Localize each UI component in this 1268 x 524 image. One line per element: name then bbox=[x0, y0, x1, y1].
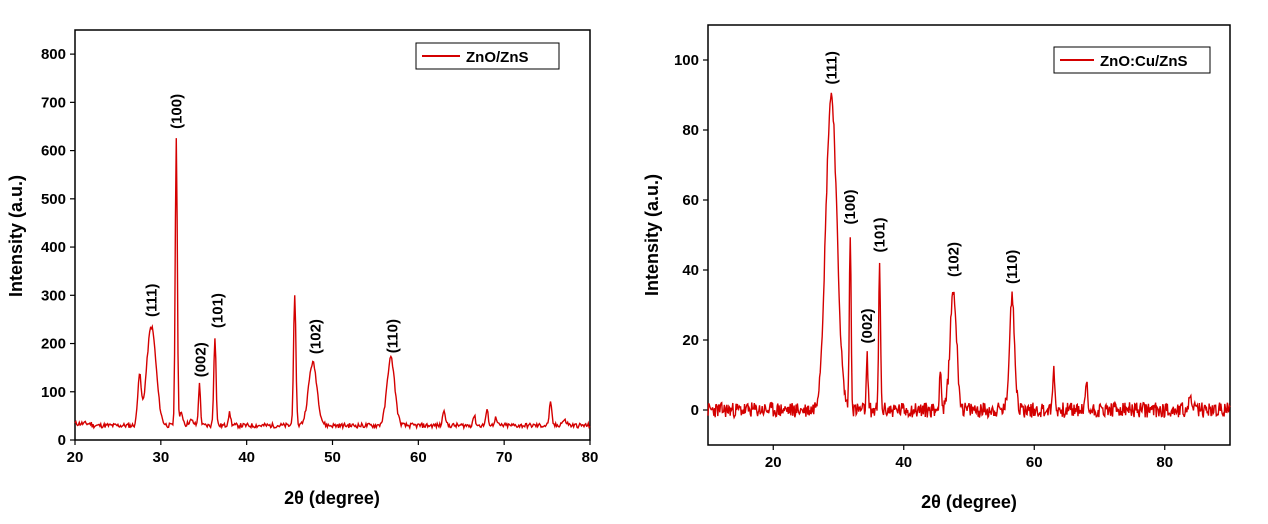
x-tick-label: 30 bbox=[152, 449, 169, 466]
y-tick-label: 600 bbox=[41, 143, 66, 160]
x-tick-label: 60 bbox=[1026, 454, 1043, 471]
legend-left: ZnO/ZnS bbox=[415, 42, 560, 70]
y-tick-label: 100 bbox=[674, 52, 699, 69]
x-tick-label: 40 bbox=[895, 454, 912, 471]
peak-label: (102) bbox=[945, 242, 962, 277]
y-tick-label: 200 bbox=[41, 336, 66, 353]
series-line-zno-cu-zns bbox=[707, 92, 1231, 420]
peak-label: (100) bbox=[842, 189, 859, 224]
y-tick-label: 0 bbox=[58, 432, 66, 449]
peak-label: (111) bbox=[823, 51, 840, 84]
x-axis-title-right: 2θ (degree) bbox=[921, 492, 1017, 512]
y-tick-label: 20 bbox=[682, 332, 699, 349]
plot-area-left bbox=[74, 29, 591, 441]
y-tick-label: 80 bbox=[682, 122, 699, 139]
peak-annotations-right: (111) (100) (002) (101) (102) (110) bbox=[823, 51, 1021, 343]
peak-label: (110) bbox=[385, 319, 402, 353]
y-tick-label: 0 bbox=[691, 402, 699, 419]
y-axis-title-right: Intensity (a.u.) bbox=[642, 174, 662, 296]
peak-annotations-left: (111) (100) (002)(101) (102) (110) bbox=[143, 94, 401, 377]
y-tick-label: 100 bbox=[41, 384, 66, 401]
y-tick-label: 500 bbox=[41, 191, 66, 208]
chart-panel-left: 20 30 40 50 60 70 800100200300400500600700800 … bbox=[6, 29, 598, 508]
peak-label: (102) bbox=[307, 319, 324, 354]
y-axis-title-left: Intensity (a.u.) bbox=[6, 175, 26, 297]
peak-label: (111) bbox=[143, 284, 160, 317]
peak-label: (101) bbox=[872, 217, 889, 252]
x-tick-label: 40 bbox=[238, 449, 255, 466]
peak-label: (101) bbox=[210, 293, 227, 328]
peak-label: (002) bbox=[192, 342, 209, 377]
y-tick-label: 700 bbox=[41, 94, 66, 111]
x-tick-label: 80 bbox=[582, 449, 599, 466]
x-tick-label: 20 bbox=[67, 449, 84, 466]
legend-label-zno-cu-zns: ZnO:Cu/ZnS bbox=[1100, 53, 1187, 70]
peak-label: (110) bbox=[1004, 250, 1021, 284]
y-tick-label: 800 bbox=[41, 46, 66, 63]
x-tick-label: 70 bbox=[496, 449, 513, 466]
x-tick-label: 80 bbox=[1156, 454, 1173, 471]
y-tick-label: 60 bbox=[682, 192, 699, 209]
peak-label: (100) bbox=[168, 94, 185, 129]
x-axis-title-left: 2θ (degree) bbox=[284, 488, 380, 508]
axis-ticks-right: 20 40 60 80 0 20 40 60 80 100 bbox=[674, 52, 1173, 471]
plot-area-right bbox=[707, 24, 1231, 446]
y-tick-label: 300 bbox=[41, 287, 66, 304]
legend-right: ZnO:Cu/ZnS bbox=[1053, 46, 1211, 74]
peak-label: (002) bbox=[859, 308, 876, 343]
series-line-zno-zns bbox=[74, 138, 591, 431]
legend-label-zno-zns: ZnO/ZnS bbox=[466, 49, 529, 66]
x-tick-label: 60 bbox=[410, 449, 427, 466]
x-tick-label: 20 bbox=[765, 454, 782, 471]
x-tick-label: 50 bbox=[324, 449, 341, 466]
chart-panel-right: 20 40 60 80 0 20 40 60 80 100 (111) (100) (002) (101… bbox=[642, 24, 1231, 512]
y-tick-label: 400 bbox=[41, 239, 66, 256]
y-tick-label: 40 bbox=[682, 262, 699, 279]
